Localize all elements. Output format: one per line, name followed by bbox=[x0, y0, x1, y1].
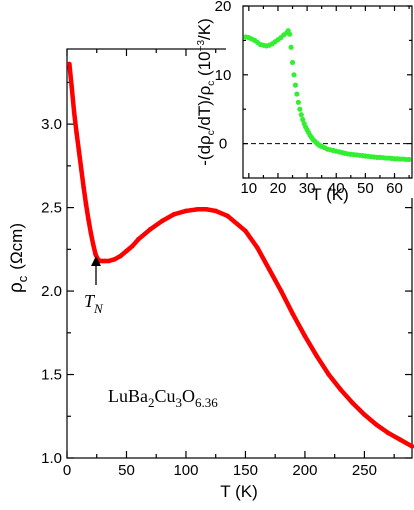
main-x-tick-label: 200 bbox=[292, 462, 317, 479]
main-x-tick-label: 250 bbox=[352, 462, 377, 479]
main-series-red bbox=[67, 61, 414, 449]
main-x-tick-label: 100 bbox=[173, 462, 198, 479]
main-data-point bbox=[278, 288, 284, 294]
main-data-point bbox=[74, 130, 79, 135]
main-data-point bbox=[136, 237, 141, 242]
main-data-point bbox=[159, 218, 165, 224]
main-data-point bbox=[397, 437, 403, 442]
inset-y-tick-label: 0 bbox=[219, 136, 227, 153]
main-data-point bbox=[326, 372, 332, 377]
inset-data-point bbox=[292, 82, 299, 88]
tn-label: TN bbox=[84, 291, 104, 316]
main-data-point bbox=[350, 400, 355, 406]
main-data-point bbox=[130, 243, 135, 249]
main-y-tick-label: 1.0 bbox=[41, 450, 62, 467]
inset-x-axis-label: T (K) bbox=[311, 185, 348, 204]
main-data-point bbox=[243, 228, 248, 234]
main-data-point bbox=[106, 258, 111, 264]
inset-data-point bbox=[289, 59, 296, 66]
main-data-point bbox=[266, 267, 272, 272]
main-data-point bbox=[118, 253, 123, 259]
main-y-axis-label: ρc (Ωcm) bbox=[6, 223, 30, 293]
main-data-point bbox=[183, 208, 189, 214]
main-data-point bbox=[195, 206, 201, 212]
inset-x-tick-label: 50 bbox=[357, 180, 374, 197]
inset-x-tick-label: 20 bbox=[270, 180, 287, 197]
main-data-point bbox=[314, 353, 320, 359]
inset-plot-frame bbox=[242, 5, 413, 179]
main-y-tick-label: 2.5 bbox=[41, 200, 62, 217]
main-x-tick-label: 0 bbox=[63, 462, 71, 479]
inset-y-tick-label: 10 bbox=[215, 67, 232, 84]
main-data-point bbox=[71, 110, 77, 115]
main-data-point bbox=[86, 216, 91, 222]
main-data-point bbox=[302, 333, 308, 339]
main-y-tick-label: 2.0 bbox=[41, 283, 62, 300]
inset-background bbox=[226, 2, 414, 198]
main-x-tick-label: 50 bbox=[118, 462, 135, 479]
inset-data-point bbox=[291, 72, 297, 78]
inset-data-point bbox=[288, 44, 294, 50]
inset-x-tick-label: 40 bbox=[328, 180, 345, 197]
main-data-point bbox=[69, 85, 75, 90]
main-data-point bbox=[385, 430, 391, 436]
main-data-point bbox=[78, 166, 84, 172]
inset-x-ticks: 10 20 30 40 50 60 bbox=[240, 6, 410, 197]
inset-data-point bbox=[406, 156, 412, 163]
inset-data-point bbox=[287, 31, 293, 37]
main-data-point bbox=[124, 248, 129, 254]
main-plot: 0 50 100 150 200 250 1.01.52.02.53.0 T (K) ρc… bbox=[6, 48, 414, 501]
main-data-point bbox=[338, 387, 343, 392]
main-data-point bbox=[203, 206, 209, 212]
main-data-point bbox=[213, 208, 219, 214]
svg-text:-(dρc/dT)/ρc (10−3/K): -(dρc/dT)/ρc (10−3/K) bbox=[195, 18, 217, 166]
main-x-axis-label: T (K) bbox=[220, 482, 257, 501]
compound-label: LuBa2Cu3O6.36 bbox=[108, 386, 218, 410]
svg-text:ρc(Ωcm): ρc (Ωcm) bbox=[6, 223, 30, 293]
inset-data-point bbox=[298, 112, 304, 118]
main-data-point bbox=[362, 412, 367, 417]
inset-y-tick-label: 20 bbox=[215, 0, 232, 15]
main-y-tick-label: 1.5 bbox=[41, 367, 62, 384]
main-data-point bbox=[255, 245, 260, 250]
main-data-point bbox=[93, 252, 98, 257]
main-data-point bbox=[76, 148, 82, 154]
main-data-point bbox=[374, 422, 379, 427]
main-data-point bbox=[290, 312, 296, 317]
main-y-axis-symbol: ρ bbox=[6, 282, 27, 293]
tn-arrowhead bbox=[91, 256, 101, 266]
main-y-axis-subscript: c bbox=[15, 275, 30, 282]
inset-x-tick-label: 10 bbox=[240, 180, 257, 197]
inset-y-ticks: 0 10 20 bbox=[215, 0, 412, 179]
main-x-tick-label: 150 bbox=[233, 462, 258, 479]
main-y-axis-unit: (Ωcm) bbox=[7, 223, 26, 270]
main-data-point bbox=[83, 201, 89, 207]
inset-x-tick-label: 60 bbox=[386, 180, 403, 197]
main-data-point bbox=[67, 61, 72, 67]
inset-data-point bbox=[294, 91, 300, 97]
main-data-point bbox=[409, 444, 414, 449]
main-data-point bbox=[225, 213, 230, 219]
main-data-point bbox=[147, 226, 153, 232]
main-data-point bbox=[88, 230, 94, 235]
main-data-point bbox=[171, 211, 177, 217]
inset-data-point bbox=[300, 116, 306, 123]
inset-series-green bbox=[243, 28, 412, 163]
inset-data-point bbox=[297, 106, 303, 112]
main-y-tick-label: 3.0 bbox=[41, 116, 62, 133]
main-data-point bbox=[90, 242, 96, 247]
inset-y-axis-label: -(dρc/dT)/ρc (10−3/K) bbox=[195, 18, 217, 166]
inset-x-tick-label: 30 bbox=[299, 180, 316, 197]
main-data-point bbox=[102, 258, 108, 264]
main-data-point bbox=[112, 257, 117, 262]
main-data-point bbox=[81, 185, 86, 190]
inset-plot: 10 20 30 40 50 60 0 10 20 T (K) -(dρc/dT)/ρc (1… bbox=[195, 0, 414, 204]
main-y-ticks: 1.0 1.5 2.0 2.5 3.0 bbox=[41, 81, 412, 467]
inset-data-point bbox=[295, 99, 301, 105]
